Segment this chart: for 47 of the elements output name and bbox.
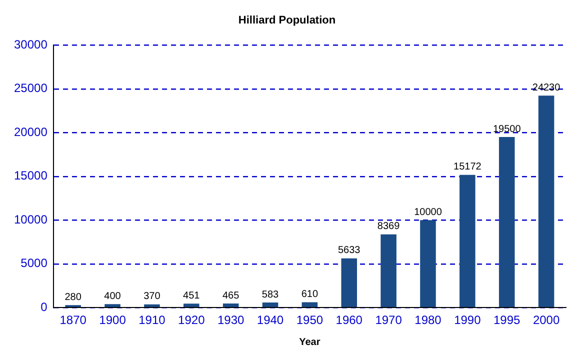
y-tick-label: 5000 (20, 256, 48, 270)
data-label: 370 (144, 291, 161, 302)
bar (144, 304, 160, 307)
chart-title: Hilliard Population (238, 14, 336, 27)
x-tick-label: 1990 (454, 313, 482, 328)
data-label: 465 (222, 290, 240, 302)
x-tick-label: 1900 (99, 313, 126, 328)
bar (184, 304, 200, 307)
data-label: 24230 (532, 82, 561, 94)
bar (222, 304, 239, 307)
x-tick-label: 1940 (256, 313, 284, 328)
data-label: 5633 (338, 245, 361, 256)
bar (538, 96, 554, 307)
x-tick-label: 1995 (494, 313, 521, 328)
bar (460, 174, 476, 307)
x-tick-label: 1980 (414, 313, 442, 328)
x-tick-label: 1950 (296, 313, 324, 328)
y-tick-label: 10000 (14, 212, 48, 226)
y-tick-label: 15000 (14, 168, 48, 183)
y-tick-label: 25000 (14, 81, 48, 96)
bar (498, 137, 515, 307)
data-label: 280 (64, 292, 82, 303)
x-tick-label: 1930 (217, 313, 244, 328)
bar (302, 302, 318, 307)
data-label: 583 (262, 289, 280, 300)
x-tick-label: 1970 (375, 313, 402, 328)
bar (420, 220, 436, 307)
bar (341, 258, 358, 307)
data-label: 451 (183, 290, 200, 302)
bar (262, 302, 278, 307)
y-tick-label: 20000 (14, 124, 48, 139)
data-label: 10000 (414, 206, 442, 218)
x-tick-label: 1910 (138, 313, 166, 328)
bar (380, 234, 396, 307)
data-label: 610 (301, 289, 318, 300)
data-label: 15172 (454, 162, 482, 173)
y-tick-label: 0 (40, 300, 48, 314)
bar (104, 304, 120, 307)
data-label: 400 (104, 290, 122, 302)
x-tick-label: 2000 (532, 313, 560, 328)
x-tick-label: 1920 (178, 313, 206, 328)
x-tick-label: 1960 (336, 313, 363, 328)
x-axis-title: Year (299, 336, 320, 348)
x-tick-label: 1870 (60, 313, 87, 328)
data-label: 8369 (377, 221, 400, 232)
data-label: 19500 (492, 124, 522, 135)
y-tick-label: 30000 (14, 38, 48, 52)
